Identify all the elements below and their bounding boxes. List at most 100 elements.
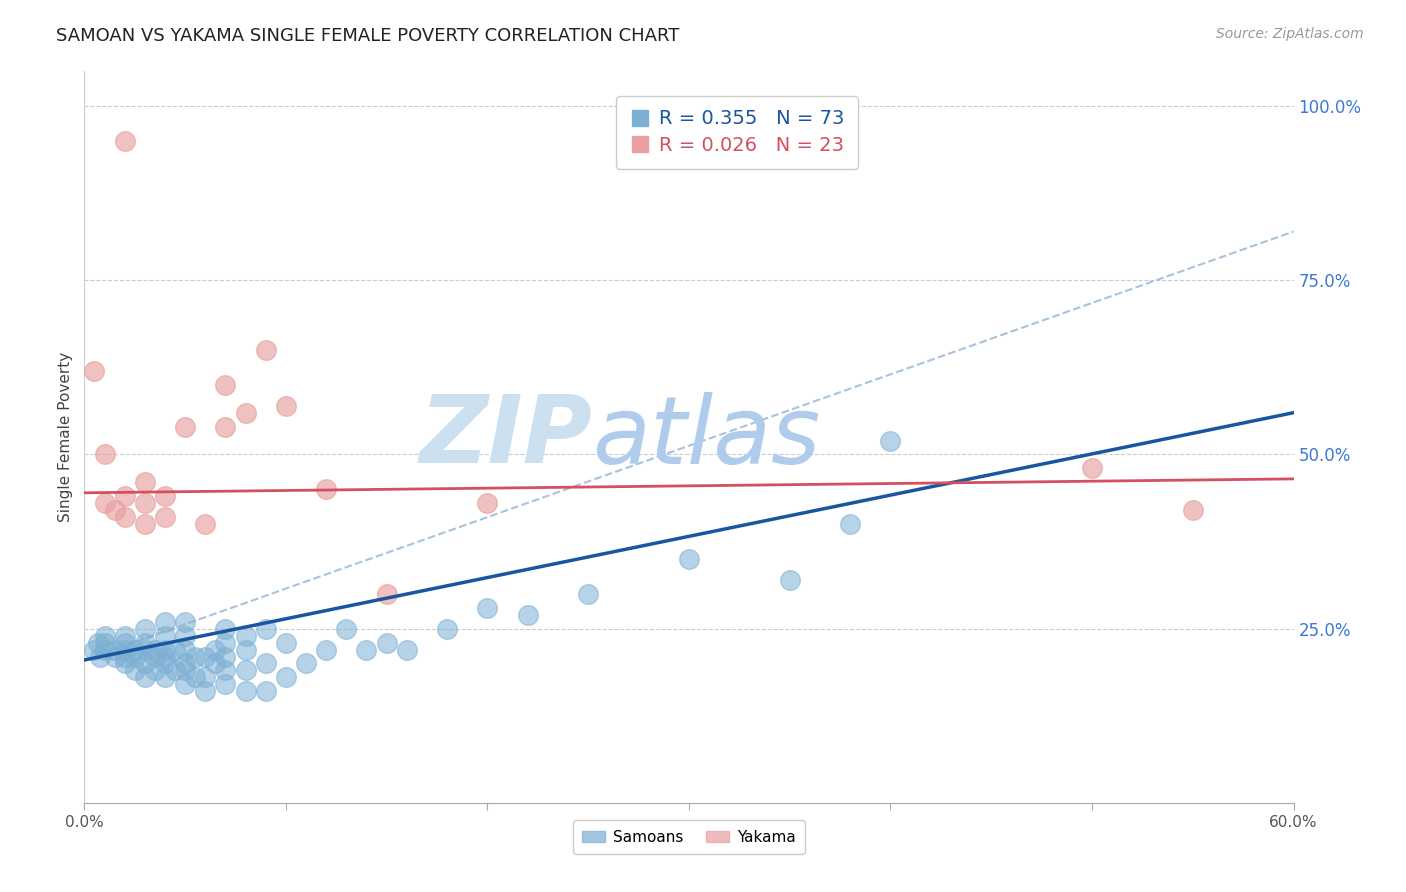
Point	[235, 642, 257, 657]
Point	[395, 642, 418, 657]
Point	[104, 642, 127, 657]
Point	[335, 622, 357, 636]
Point	[89, 649, 111, 664]
Point	[114, 642, 136, 657]
Point	[295, 657, 318, 671]
Point	[436, 622, 458, 636]
Point	[143, 642, 166, 657]
Point	[124, 649, 146, 664]
Point	[174, 419, 197, 434]
Point	[839, 517, 862, 532]
Point	[184, 670, 207, 684]
Point	[214, 377, 236, 392]
Point	[678, 552, 700, 566]
Point	[114, 635, 136, 649]
Point	[214, 635, 236, 649]
Point	[153, 510, 176, 524]
Y-axis label: Single Female Poverty: Single Female Poverty	[58, 352, 73, 522]
Point	[143, 649, 166, 664]
Point	[83, 364, 105, 378]
Point	[134, 670, 156, 684]
Point	[174, 657, 197, 671]
Point	[93, 496, 115, 510]
Point	[174, 615, 197, 629]
Point	[254, 343, 277, 357]
Point	[235, 406, 257, 420]
Point	[153, 629, 176, 643]
Point	[104, 649, 127, 664]
Point	[516, 607, 538, 622]
Point	[194, 684, 217, 698]
Point	[134, 517, 156, 532]
Point	[93, 629, 115, 643]
Point	[93, 635, 115, 649]
Point	[477, 496, 499, 510]
Point	[153, 489, 176, 503]
Point	[1081, 461, 1104, 475]
Point	[114, 657, 136, 671]
Point	[254, 622, 277, 636]
Point	[194, 670, 217, 684]
Point	[315, 483, 337, 497]
Point	[83, 642, 105, 657]
Point	[134, 657, 156, 671]
Point	[274, 399, 297, 413]
Point	[235, 684, 257, 698]
Point	[214, 649, 236, 664]
Point	[165, 642, 187, 657]
Point	[184, 649, 207, 664]
Point	[477, 600, 499, 615]
Point	[143, 664, 166, 678]
Point	[174, 664, 197, 678]
Text: Source: ZipAtlas.com: Source: ZipAtlas.com	[1216, 27, 1364, 41]
Point	[315, 642, 337, 657]
Point	[93, 642, 115, 657]
Point	[214, 622, 236, 636]
Text: SAMOAN VS YAKAMA SINGLE FEMALE POVERTY CORRELATION CHART: SAMOAN VS YAKAMA SINGLE FEMALE POVERTY C…	[56, 27, 679, 45]
Point	[153, 670, 176, 684]
Point	[134, 475, 156, 490]
Point	[214, 677, 236, 691]
Point	[1181, 503, 1204, 517]
Point	[879, 434, 901, 448]
Point	[174, 677, 197, 691]
Point	[235, 664, 257, 678]
Point	[254, 684, 277, 698]
Point	[274, 670, 297, 684]
Point	[174, 642, 197, 657]
Point	[153, 615, 176, 629]
Point	[204, 642, 226, 657]
Point	[235, 629, 257, 643]
Point	[153, 657, 176, 671]
Point	[375, 635, 398, 649]
Point	[134, 496, 156, 510]
Point	[165, 664, 187, 678]
Point	[134, 642, 156, 657]
Point	[214, 419, 236, 434]
Text: ZIP: ZIP	[419, 391, 592, 483]
Point	[274, 635, 297, 649]
Point	[114, 649, 136, 664]
Point	[87, 635, 110, 649]
Point	[214, 664, 236, 678]
Legend: Samoans, Yakama: Samoans, Yakama	[574, 821, 804, 854]
Point	[779, 573, 801, 587]
Point	[153, 642, 176, 657]
Point	[104, 503, 127, 517]
Point	[114, 489, 136, 503]
Point	[356, 642, 378, 657]
Point	[114, 629, 136, 643]
Point	[174, 629, 197, 643]
Point	[576, 587, 599, 601]
Point	[114, 134, 136, 148]
Point	[254, 657, 277, 671]
Point	[194, 649, 217, 664]
Point	[134, 622, 156, 636]
Point	[204, 657, 226, 671]
Point	[153, 649, 176, 664]
Point	[124, 664, 146, 678]
Point	[194, 517, 217, 532]
Point	[93, 448, 115, 462]
Point	[375, 587, 398, 601]
Point	[124, 642, 146, 657]
